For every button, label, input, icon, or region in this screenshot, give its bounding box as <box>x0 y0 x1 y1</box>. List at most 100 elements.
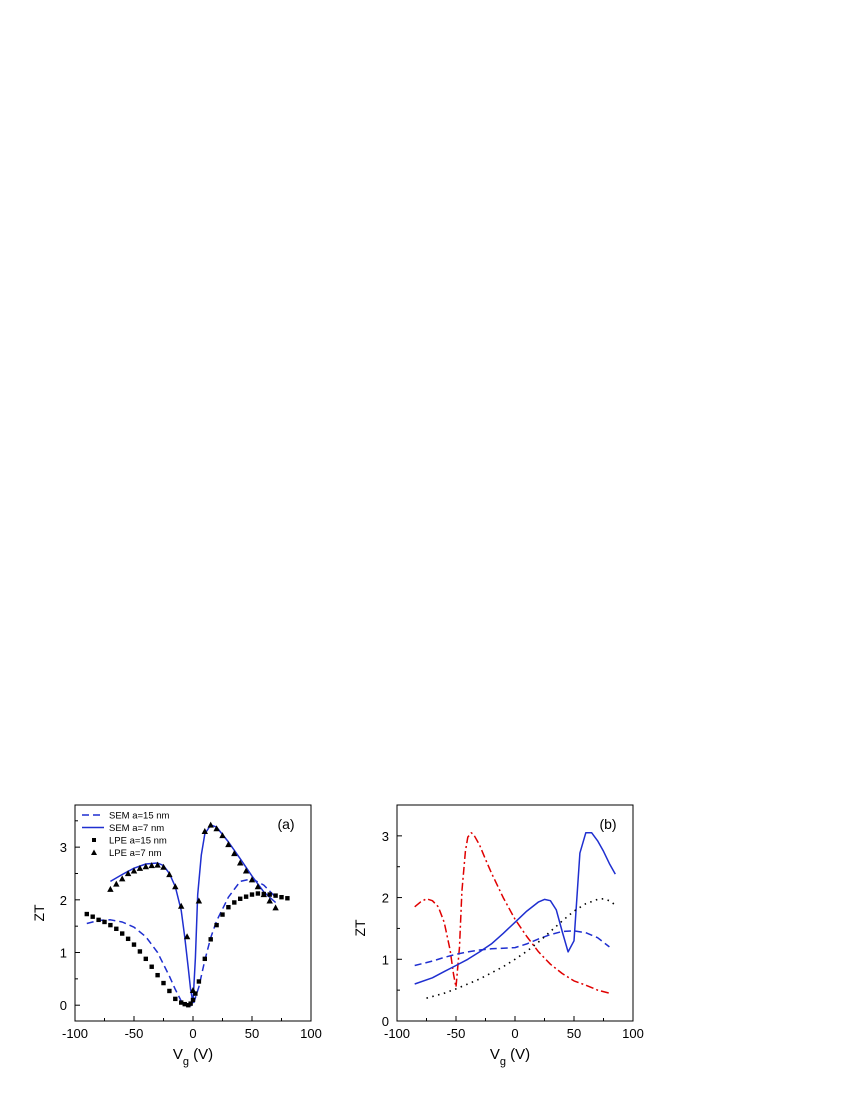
data-point <box>107 885 114 892</box>
y-tick-label: 0 <box>60 998 67 1013</box>
data-point <box>279 894 284 900</box>
panel-a-series <box>84 821 290 1008</box>
data-point <box>183 933 191 940</box>
data-point <box>160 863 167 870</box>
x-tick-label: -100 <box>384 1026 410 1041</box>
data-point <box>254 883 262 890</box>
data-point <box>167 988 172 994</box>
data-point <box>273 893 278 898</box>
data-point <box>237 859 244 866</box>
series-3-markers <box>107 821 279 994</box>
x-tick-label: 0 <box>189 1026 196 1041</box>
panel-a-ticks: -100 -50 0 50 100 0 1 2 3 <box>60 820 322 1041</box>
panel-b-series <box>414 832 616 999</box>
panel-b-frame <box>396 804 634 1022</box>
data-point <box>208 937 213 942</box>
data-point <box>249 892 255 897</box>
data-point <box>196 979 202 984</box>
panel-b-xlabel-unit: (V) <box>506 1046 530 1063</box>
legend-label: SEM a=7 nm <box>109 823 164 834</box>
data-point <box>149 964 154 969</box>
data-point <box>188 1001 193 1006</box>
y-tick-label: 1 <box>60 946 67 961</box>
data-point <box>193 991 198 996</box>
data-point <box>166 871 173 878</box>
data-point <box>243 894 249 899</box>
data-point <box>190 997 196 1003</box>
data-point <box>84 911 89 917</box>
data-point <box>90 914 95 919</box>
data-point <box>131 942 137 947</box>
panel-b-xlabel-sub: g <box>500 1056 506 1068</box>
data-point <box>195 897 203 904</box>
data-point <box>255 891 261 896</box>
data-point <box>220 912 225 917</box>
panel-b-label: (b) <box>599 816 616 832</box>
panel-b: -100 -50 0 50 100 0 1 2 3 (b) ZT Vg (V) <box>352 804 644 1068</box>
data-point <box>148 862 155 869</box>
x-tick-label: 100 <box>300 1026 322 1041</box>
data-point <box>178 902 185 909</box>
y-tick-label: 3 <box>60 840 67 855</box>
y-tick-label: 0 <box>382 1014 389 1029</box>
data-point <box>113 880 120 887</box>
legend-label: LPE a=7 nm <box>109 848 162 859</box>
data-point <box>186 1002 191 1008</box>
legend-label: SEM a=15 nm <box>109 811 170 822</box>
x-tick-label: 100 <box>622 1026 644 1041</box>
panel-b-ticks: -100 -50 0 50 100 0 1 2 3 <box>382 829 644 1041</box>
data-point <box>214 922 219 928</box>
series-2-markers <box>84 891 290 1008</box>
data-point <box>272 904 279 911</box>
legend-marker <box>91 849 97 855</box>
panel-a-xlabel-sub: g <box>183 1056 189 1068</box>
x-tick-label: -100 <box>62 1026 88 1041</box>
panel-a-label: (a) <box>277 816 294 832</box>
x-tick-label: 0 <box>511 1026 518 1041</box>
data-point <box>207 821 214 828</box>
x-tick-label: 50 <box>245 1026 259 1041</box>
x-tick-label: -50 <box>125 1026 144 1041</box>
data-point <box>130 867 138 874</box>
data-point <box>179 1000 184 1005</box>
data-point <box>136 864 144 871</box>
data-point <box>202 956 207 962</box>
series-1-line <box>110 824 277 1004</box>
data-point <box>232 900 237 905</box>
data-point <box>124 870 132 877</box>
series-2-line <box>414 930 610 967</box>
series-0-line <box>414 832 610 994</box>
y-tick-label: 2 <box>60 893 67 908</box>
data-point <box>182 1001 187 1007</box>
data-point <box>155 972 160 978</box>
data-point <box>119 875 126 882</box>
data-point <box>285 896 290 901</box>
data-point <box>137 949 143 954</box>
x-tick-label: 50 <box>567 1026 581 1041</box>
panel-a-ylabel: ZT <box>31 904 47 922</box>
data-point <box>225 841 232 848</box>
data-point <box>238 896 243 901</box>
data-point <box>154 861 161 868</box>
data-point <box>102 919 107 925</box>
panel-b-xlabel: Vg (V) <box>490 1046 530 1068</box>
panel-a: -100 -50 0 50 100 0 1 2 3 (a) ZT Vg (V) SEM a=15… <box>31 804 322 1068</box>
series-1-line <box>414 832 616 985</box>
data-point <box>108 922 113 928</box>
panel-a-xlabel-main: V <box>173 1046 183 1063</box>
data-point <box>142 863 149 870</box>
y-tick-label: 2 <box>382 891 389 906</box>
data-point <box>242 867 250 874</box>
legend-marker <box>92 838 96 842</box>
panel-b-ylabel: ZT <box>352 919 368 937</box>
data-point <box>266 897 273 904</box>
data-point <box>248 876 256 883</box>
data-point <box>219 832 226 839</box>
y-tick-label: 1 <box>382 952 389 967</box>
data-point <box>120 931 125 936</box>
data-point <box>267 892 272 897</box>
data-point <box>96 917 101 923</box>
legend-label: LPE a=15 nm <box>109 836 167 847</box>
y-tick-label: 3 <box>382 829 389 844</box>
